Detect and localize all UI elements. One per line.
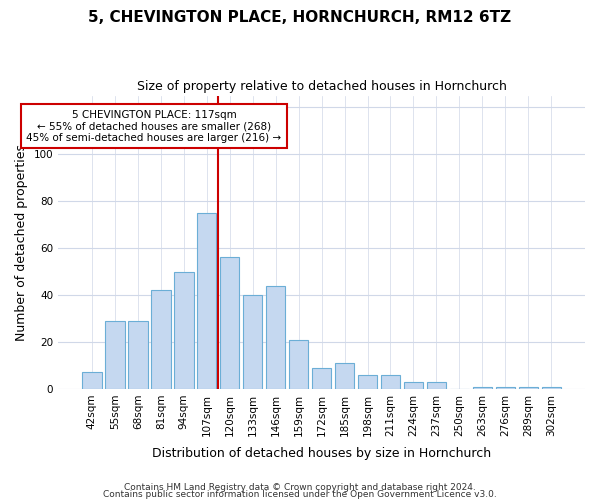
- Bar: [128, 321, 148, 389]
- Bar: [82, 372, 101, 389]
- Bar: [496, 386, 515, 389]
- Bar: [151, 290, 170, 389]
- X-axis label: Distribution of detached houses by size in Hornchurch: Distribution of detached houses by size …: [152, 447, 491, 460]
- Bar: [105, 321, 125, 389]
- Bar: [518, 386, 538, 389]
- Text: 5 CHEVINGTON PLACE: 117sqm
← 55% of detached houses are smaller (268)
45% of sem: 5 CHEVINGTON PLACE: 117sqm ← 55% of deta…: [26, 110, 281, 143]
- Bar: [289, 340, 308, 389]
- Bar: [427, 382, 446, 389]
- Title: Size of property relative to detached houses in Hornchurch: Size of property relative to detached ho…: [137, 80, 506, 93]
- Bar: [542, 386, 561, 389]
- Bar: [312, 368, 331, 389]
- Bar: [243, 295, 262, 389]
- Bar: [174, 272, 194, 389]
- Bar: [404, 382, 423, 389]
- Bar: [335, 363, 355, 389]
- Bar: [473, 386, 492, 389]
- Text: Contains HM Land Registry data © Crown copyright and database right 2024.: Contains HM Land Registry data © Crown c…: [124, 484, 476, 492]
- Bar: [266, 286, 286, 389]
- Bar: [358, 375, 377, 389]
- Bar: [220, 258, 239, 389]
- Bar: [197, 213, 217, 389]
- Y-axis label: Number of detached properties: Number of detached properties: [15, 144, 28, 340]
- Text: Contains public sector information licensed under the Open Government Licence v3: Contains public sector information licen…: [103, 490, 497, 499]
- Text: 5, CHEVINGTON PLACE, HORNCHURCH, RM12 6TZ: 5, CHEVINGTON PLACE, HORNCHURCH, RM12 6T…: [88, 10, 512, 25]
- Bar: [381, 375, 400, 389]
